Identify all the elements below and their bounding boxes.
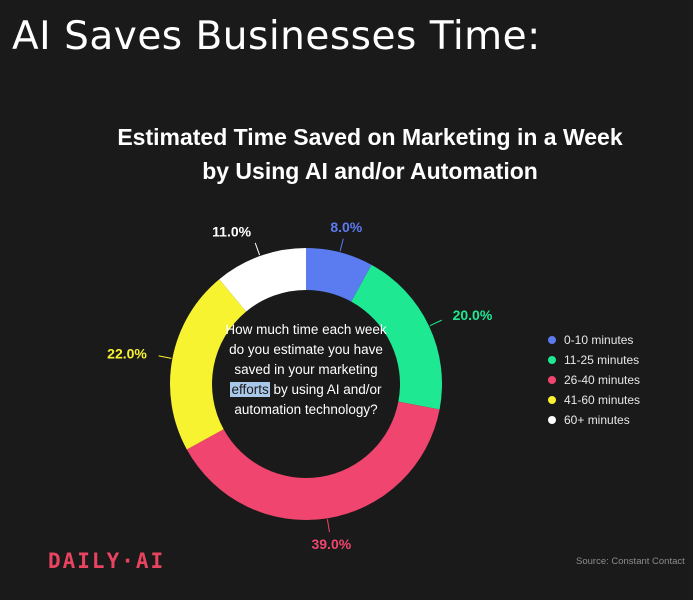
chart-legend: 0-10 minutes 11-25 minutes 26-40 minutes 41… xyxy=(548,330,640,430)
donut-slice-0 xyxy=(306,248,372,302)
legend-item: 41-60 minutes xyxy=(548,390,640,410)
donut-center-question: How much time each week do you estimate … xyxy=(220,320,392,420)
source-note: Source: Constant Contact xyxy=(576,556,685,567)
legend-label: 26-40 minutes xyxy=(564,373,641,387)
slice-label-1: 20.0% xyxy=(453,307,493,323)
slice-label-leader-2 xyxy=(326,519,330,533)
slice-label-leader-3 xyxy=(158,355,172,359)
legend-label: 41-60 minutes xyxy=(564,393,641,407)
legend-label: 11-25 minutes xyxy=(564,353,640,367)
legend-label: 60+ minutes xyxy=(564,413,630,427)
legend-swatch xyxy=(548,336,556,344)
chart-title-line-2: by Using AI and/or Automation xyxy=(202,158,538,184)
legend-item: 60+ minutes xyxy=(548,410,640,430)
legend-item: 26-40 minutes xyxy=(548,370,640,390)
center-text-after: by using AI and/or automation technology… xyxy=(234,382,382,417)
donut-slice-3 xyxy=(169,279,247,450)
slice-label-2: 39.0% xyxy=(311,536,351,552)
legend-swatch xyxy=(548,356,556,364)
chart-title: Estimated Time Saved on Marketing in a W… xyxy=(60,120,680,188)
legend-swatch xyxy=(548,416,556,424)
slice-label-leader-0 xyxy=(339,238,344,252)
legend-swatch xyxy=(548,396,556,404)
donut-slice-2 xyxy=(186,401,440,521)
donut-slice-1 xyxy=(351,264,442,410)
legend-item: 0-10 minutes xyxy=(548,330,640,350)
donut-slice-4 xyxy=(219,248,306,312)
center-text-highlight: efforts xyxy=(230,382,270,397)
daily-ai-logo: DAILY·AI xyxy=(48,549,166,573)
slice-label-4: 11.0% xyxy=(212,224,251,240)
legend-swatch xyxy=(548,376,556,384)
slice-label-leader-1 xyxy=(429,319,442,327)
slice-label-leader-4 xyxy=(254,242,261,256)
legend-item: 11-25 minutes xyxy=(548,350,640,370)
center-text-before: How much time each week do you estimate … xyxy=(225,322,387,377)
headline: AI Saves Businesses Time: xyxy=(12,14,541,59)
legend-label: 0-10 minutes xyxy=(564,333,634,347)
slice-label-3: 22.0% xyxy=(107,346,147,362)
slice-label-0: 8.0% xyxy=(330,219,362,235)
chart-title-line-1: Estimated Time Saved on Marketing in a W… xyxy=(117,124,623,150)
